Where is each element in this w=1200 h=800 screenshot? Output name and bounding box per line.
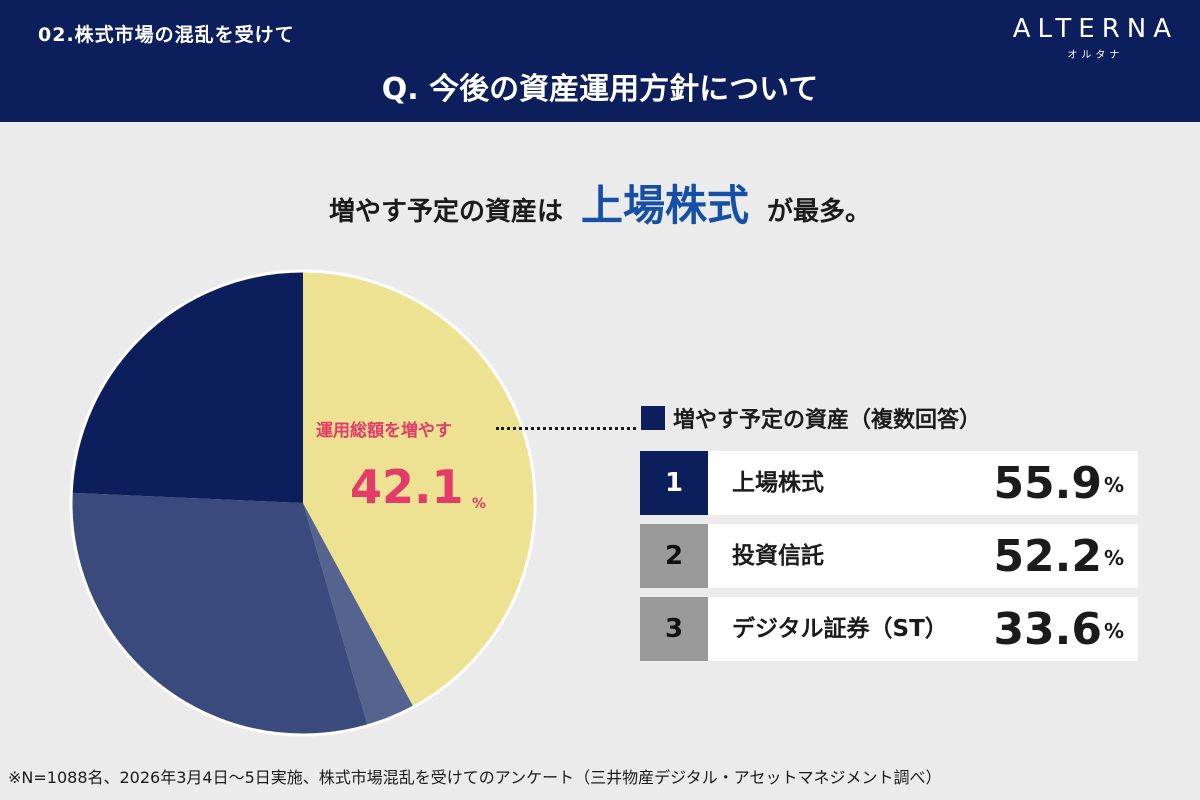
rank-asset-name: 投資信託 <box>732 543 824 569</box>
pie-callout-value: 42.1 <box>350 460 464 514</box>
rank-number: 1 <box>640 451 708 515</box>
rank-value: 33.6 <box>993 604 1102 655</box>
leader-line <box>496 427 636 430</box>
pie-outline <box>69 269 537 737</box>
ranking-title: 増やす予定の資産（複数回答） <box>673 408 982 433</box>
rank-unit: % <box>1103 619 1124 643</box>
legend-square-icon <box>641 406 665 430</box>
ranking-row: 2 投資信託 52.2 % <box>640 524 1138 588</box>
rank-value: 52.2 <box>993 531 1102 582</box>
logo-text: ALTERNA <box>1012 14 1178 44</box>
rank-number: 2 <box>640 524 708 588</box>
logo-subtext: オルタナ <box>1067 50 1124 61</box>
rank-value: 55.9 <box>993 458 1102 509</box>
pie-callout-unit: % <box>472 496 487 512</box>
header-bar: 02.株式市場の混乱を受けて Q. 今後の資産運用方針について ALTERNA … <box>0 0 1200 122</box>
rank-unit: % <box>1103 473 1124 497</box>
ranking-row: 1 上場株式 55.9 % <box>640 451 1138 515</box>
rank-asset-name: デジタル証券（ST） <box>732 616 948 642</box>
ranking-row: 3 デジタル証券（ST） 33.6 % <box>640 597 1138 661</box>
section-label: 02.株式市場の混乱を受けて <box>38 24 295 46</box>
pie-slice <box>303 271 535 708</box>
brand-logo: ALTERNA オルタナ <box>1013 14 1178 61</box>
headline-highlight: 上場株式 <box>580 181 749 230</box>
ranking-legend: 増やす予定の資産（複数回答） <box>641 402 981 434</box>
footnote: ※N=1088名、2026年3月4日〜5日実施、株式市場混乱を受けてのアンケート… <box>8 768 942 787</box>
question-title: Q. 今後の資産運用方針について <box>381 72 819 107</box>
headline-part1: 増やす予定の資産は <box>328 197 563 227</box>
pie-slice <box>303 503 414 726</box>
headline-part2: が最多。 <box>767 197 872 227</box>
pie-chart <box>69 269 537 737</box>
pie-slice <box>71 271 303 503</box>
headline: 増やす予定の資産は 上場株式 が最多。 <box>0 172 1200 233</box>
rank-unit: % <box>1103 546 1124 570</box>
rank-asset-name: 上場株式 <box>732 470 824 496</box>
pie-slice <box>71 492 368 735</box>
rank-number: 3 <box>640 597 708 661</box>
pie-callout-label: 運用総額を増やす <box>316 421 452 441</box>
